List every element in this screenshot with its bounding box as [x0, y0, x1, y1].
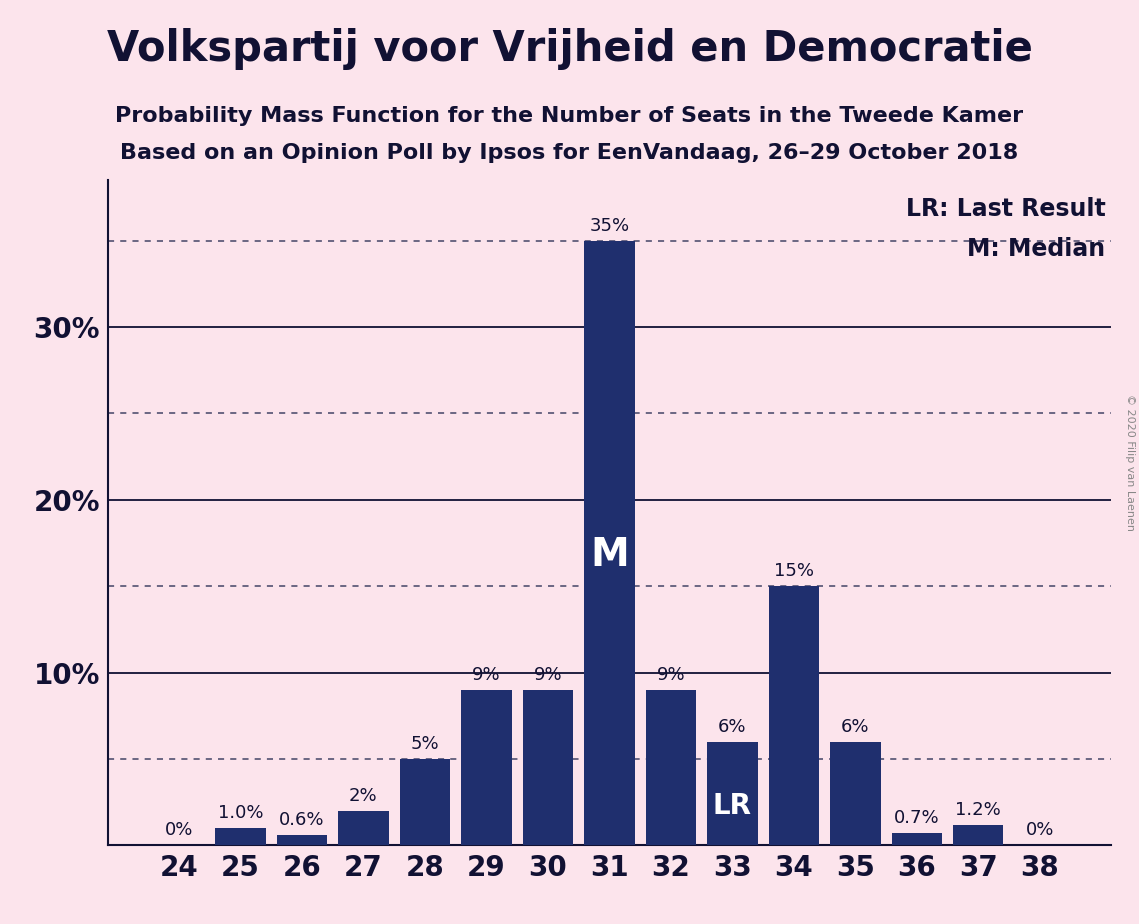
Bar	[830, 742, 880, 845]
Text: Volkspartij voor Vrijheid en Democratie: Volkspartij voor Vrijheid en Democratie	[107, 28, 1032, 69]
Text: 6%: 6%	[841, 718, 869, 736]
Text: 0.6%: 0.6%	[279, 811, 325, 829]
Text: 2%: 2%	[350, 787, 378, 805]
Bar	[338, 811, 388, 845]
Bar	[707, 742, 757, 845]
Text: 0%: 0%	[1025, 821, 1054, 839]
Text: LR: LR	[713, 792, 752, 821]
Text: LR: Last Result: LR: Last Result	[906, 197, 1106, 221]
Bar	[892, 833, 942, 845]
Bar	[461, 690, 511, 845]
Bar	[646, 690, 696, 845]
Text: Based on an Opinion Poll by Ipsos for EenVandaag, 26–29 October 2018: Based on an Opinion Poll by Ipsos for Ee…	[121, 143, 1018, 164]
Text: 9%: 9%	[472, 666, 501, 684]
Text: 35%: 35%	[589, 216, 630, 235]
Bar	[523, 690, 573, 845]
Bar	[953, 825, 1003, 845]
Bar	[215, 828, 265, 845]
Text: 9%: 9%	[533, 666, 563, 684]
Bar	[769, 586, 819, 845]
Text: © 2020 Filip van Laenen: © 2020 Filip van Laenen	[1125, 394, 1134, 530]
Text: 6%: 6%	[718, 718, 746, 736]
Text: 5%: 5%	[410, 735, 440, 753]
Text: M: Median: M: Median	[967, 237, 1106, 261]
Text: 1.0%: 1.0%	[218, 804, 263, 822]
Text: 0.7%: 0.7%	[894, 809, 940, 827]
Text: Probability Mass Function for the Number of Seats in the Tweede Kamer: Probability Mass Function for the Number…	[115, 106, 1024, 127]
Text: 15%: 15%	[773, 562, 814, 580]
Text: 1.2%: 1.2%	[956, 801, 1001, 819]
Bar	[400, 759, 450, 845]
Text: M: M	[590, 536, 629, 574]
Bar	[584, 240, 634, 845]
Text: 0%: 0%	[165, 821, 194, 839]
Bar	[277, 835, 327, 845]
Text: 9%: 9%	[656, 666, 686, 684]
